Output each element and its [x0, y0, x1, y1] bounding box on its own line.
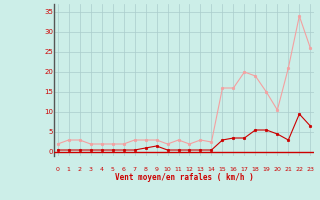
X-axis label: Vent moyen/en rafales ( km/h ): Vent moyen/en rafales ( km/h ) — [115, 174, 253, 182]
